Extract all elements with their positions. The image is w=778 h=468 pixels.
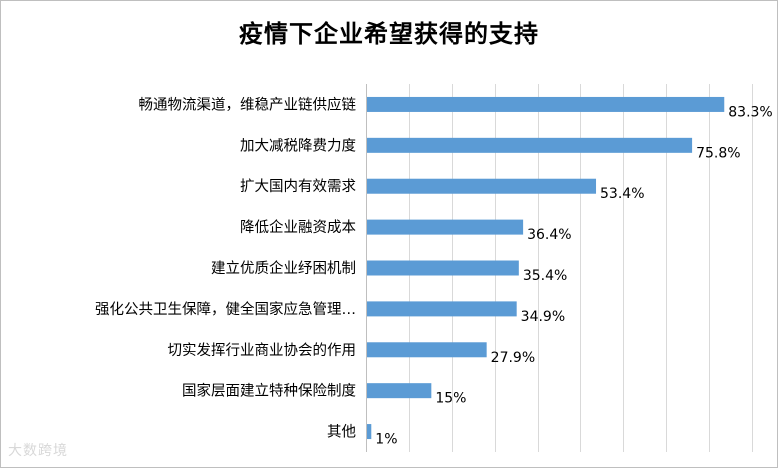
chart-title: 疫情下企业希望获得的支持 (239, 20, 539, 48)
bar (367, 178, 597, 194)
data-label: 34.9% (521, 309, 565, 325)
category-label: 建立优质企业纾困机制 (211, 259, 356, 277)
bar (367, 342, 487, 358)
bar (367, 96, 725, 112)
category-label: 国家层面建立特种保险制度 (182, 383, 356, 400)
bar (367, 424, 372, 440)
watermark-text: 大数跨境 (8, 443, 68, 459)
bar (367, 383, 432, 399)
category-label: 畅通物流渠道，维稳产业链供应链 (139, 95, 357, 113)
category-label: 切实发挥行业商业协会的作用 (168, 342, 357, 359)
data-label: 27.9% (491, 350, 535, 366)
data-label: 35.4% (523, 268, 567, 284)
category-label: 加大减税降费力度 (240, 137, 356, 154)
bar (367, 137, 693, 153)
labels: 畅通物流渠道，维稳产业链供应链 83.3% 加大减税降费力度 75.8% 扩大国内有效需… (95, 95, 773, 447)
bars (367, 96, 725, 440)
data-label: 53.4% (600, 186, 644, 202)
category-label: 扩大国内有效需求 (240, 178, 356, 195)
bar (367, 260, 519, 276)
category-label: 降低企业融资成本 (240, 218, 356, 236)
bar (367, 219, 524, 235)
data-label: 15% (435, 391, 466, 407)
bar (367, 301, 517, 317)
data-label: 1% (375, 432, 397, 448)
data-label: 36.4% (527, 227, 571, 243)
category-label: 强化公共卫生保障，健全国家应急管理… (95, 300, 356, 318)
category-label: 其他 (327, 424, 356, 441)
data-label: 83.3% (728, 104, 772, 120)
data-label: 75.8% (696, 145, 740, 161)
